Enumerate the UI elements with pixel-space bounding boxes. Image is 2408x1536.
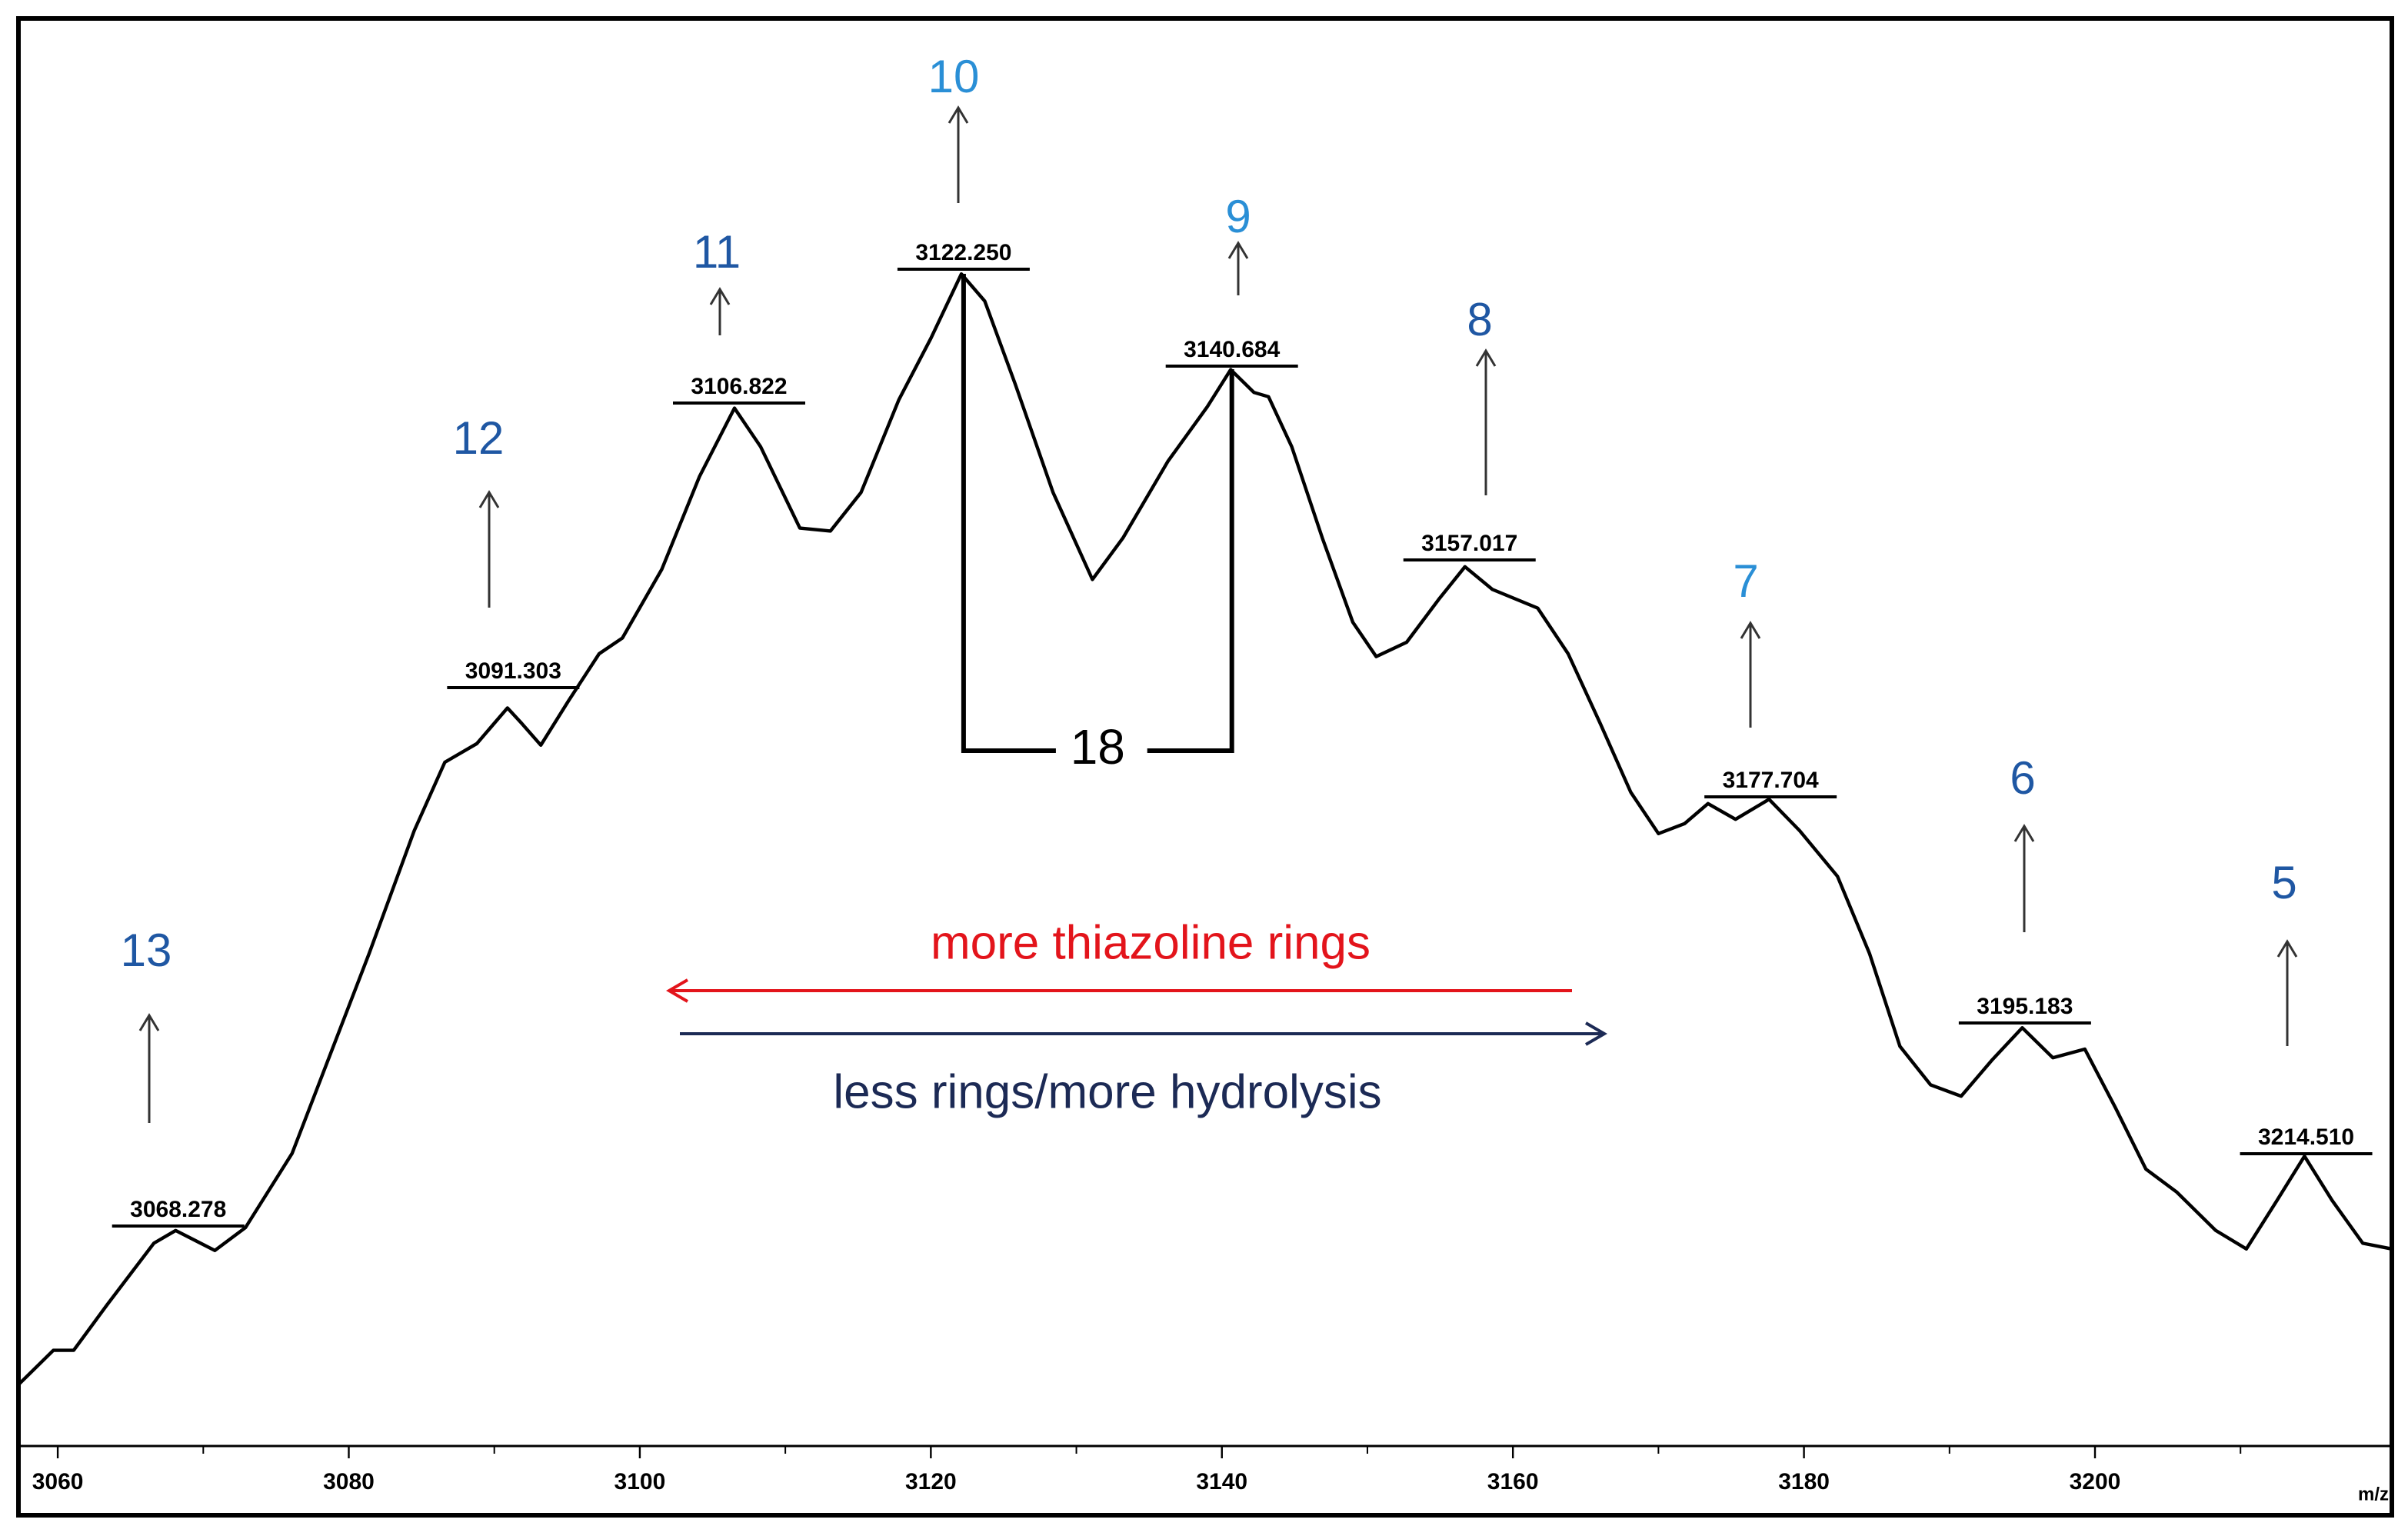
frame [16,16,2394,1518]
x-tick-label: 3100 [614,1469,666,1494]
peak-number: 5 [2271,857,2296,908]
direction-arrow [666,978,1572,1003]
peak-arrow [709,287,731,335]
peak-number: 12 [453,412,505,464]
spacing-label: 18 [1071,719,1125,775]
peak-number: 6 [2010,752,2035,804]
x-tick-label: 3140 [1196,1469,1247,1494]
x-tick-label: 3200 [2070,1469,2121,1494]
x-tick-label: 3120 [905,1469,957,1494]
peak-number: 9 [1225,191,1251,242]
peak-arrow [1475,348,1497,495]
spectrum-line [18,272,2392,1386]
peak-arrow [2276,939,2298,1046]
spacing-bracket [961,274,1234,753]
x-tick-label: 3080 [323,1469,375,1494]
peak-arrow [1227,241,1249,295]
peak-number: 8 [1467,294,1492,345]
peak-mz-label: 3157.017 [1421,531,1517,556]
peak-arrow [1740,621,1761,728]
peak-arrow [138,1013,160,1123]
x-tick-label: 3160 [1487,1469,1539,1494]
direction-arrow [680,1021,1607,1046]
peak-mz-label: 3122.250 [915,240,1011,265]
peak-arrow [478,490,500,608]
peak-number: 7 [1733,555,1758,607]
x-tick-label: 3060 [32,1469,84,1494]
peak-mz-label: 3091.303 [465,658,561,684]
peak-number: 13 [121,925,172,976]
peak-mz-label: 3177.704 [1723,768,1819,793]
x-axis-label: m/z [2358,1484,2389,1504]
peak-number: 11 [693,226,741,278]
peak-mz-label: 3106.822 [691,374,787,399]
peak-number: 10 [928,51,980,102]
peak-mz-label: 3140.684 [1184,337,1280,362]
peak-mz-label: 3068.278 [130,1197,226,1222]
peak-arrow [2013,824,2035,932]
x-tick-label: 3180 [1778,1469,1830,1494]
direction-text: more thiazoline rings [931,916,1371,969]
peak-arrow [948,105,969,203]
peak-mz-label: 3214.510 [2258,1125,2354,1150]
peak-mz-label: 3195.183 [1977,994,2073,1019]
direction-text: less rings/more hydrolysis [833,1065,1381,1118]
